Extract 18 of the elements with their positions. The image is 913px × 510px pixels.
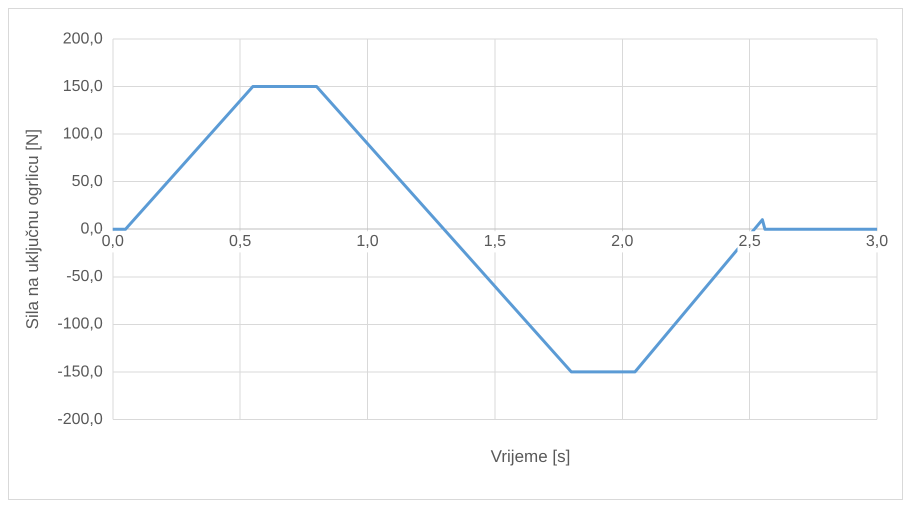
y-tick-label: 0,0 <box>80 220 103 238</box>
y-axis-title: Sila na uključnu ogrlicu [N] <box>22 129 42 330</box>
y-tick-label: 50,0 <box>72 173 103 190</box>
x-axis-title: Vrijeme [s] <box>490 447 572 467</box>
y-tick-label: 100,0 <box>62 126 103 143</box>
y-tick-label: 150,0 <box>62 78 103 95</box>
x-tick-label: 3,0 <box>866 233 888 250</box>
y-tick-label: -200,0 <box>57 410 103 428</box>
x-tick-label: 1,5 <box>484 233 506 250</box>
x-tick-label: 0,5 <box>229 233 252 250</box>
y-tick-label: -100,0 <box>57 316 103 333</box>
y-tick-label: -50,0 <box>66 268 103 286</box>
y-tick-label: -150,0 <box>57 363 103 380</box>
y-tick-label: 200,0 <box>62 30 103 48</box>
x-tick-label: 2,5 <box>738 233 761 250</box>
x-tick-label: 2,0 <box>611 233 634 250</box>
x-tick-label: 0,0 <box>102 233 124 250</box>
x-tick-label: 1,0 <box>356 233 379 250</box>
